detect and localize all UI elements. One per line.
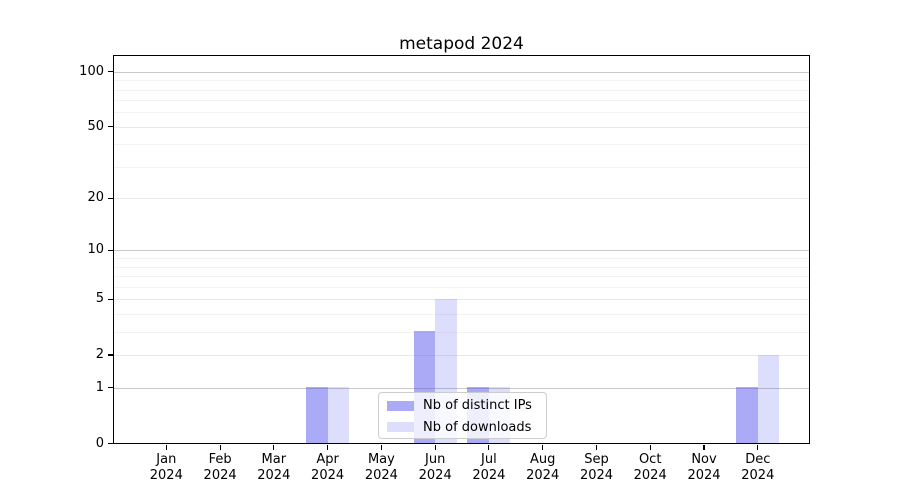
x-tick-year: 2024 bbox=[257, 468, 291, 483]
minor-gridline-6 bbox=[114, 286, 809, 288]
x-tick-month: May bbox=[367, 452, 395, 467]
y-tick-label-1: 1 bbox=[95, 379, 104, 395]
bar-distinct-ips-apr bbox=[306, 387, 328, 443]
x-tick-label-mar: Mar 2024 bbox=[242, 452, 306, 484]
gridline-5 bbox=[114, 299, 809, 301]
x-tick-month: Oct bbox=[638, 452, 662, 467]
y-axis-tick-1 bbox=[107, 387, 113, 389]
x-axis-tick-sep bbox=[595, 444, 598, 450]
minor-gridline-80 bbox=[114, 89, 809, 91]
x-axis-tick-may bbox=[380, 444, 382, 450]
y-tick-label-5: 5 bbox=[95, 291, 104, 307]
x-axis-tick-oct bbox=[649, 444, 651, 450]
gridline-1 bbox=[114, 387, 809, 389]
x-tick-month: Mar bbox=[261, 452, 287, 467]
x-tick-label-may: May 2024 bbox=[349, 452, 413, 484]
minor-gridline-70 bbox=[114, 100, 809, 102]
x-tick-month: Jun bbox=[425, 452, 446, 467]
x-tick-label-jun: Jun 2024 bbox=[403, 452, 467, 484]
y-axis-tick-2 bbox=[107, 354, 113, 356]
chart-title: metapod 2024 bbox=[399, 34, 524, 54]
x-tick-month: Nov bbox=[691, 452, 717, 467]
x-tick-label-jan: Jan 2024 bbox=[134, 452, 198, 484]
x-tick-label-nov: Nov 2024 bbox=[672, 452, 736, 484]
y-axis-tick-20 bbox=[107, 197, 113, 199]
x-axis-tick-dec bbox=[757, 444, 759, 450]
x-tick-year: 2024 bbox=[687, 468, 721, 483]
legend-swatch-icon bbox=[387, 422, 414, 432]
y-axis-tick-0 bbox=[107, 442, 113, 445]
plot-area: Nb of distinct IPs Nb of downloads bbox=[113, 55, 810, 444]
bar-distinct-ips-dec bbox=[736, 387, 758, 443]
minor-gridline-9 bbox=[114, 258, 809, 259]
y-tick-label-20: 20 bbox=[87, 190, 104, 206]
gridline-20 bbox=[114, 198, 809, 200]
y-axis-tick-100 bbox=[107, 71, 113, 73]
x-tick-year: 2024 bbox=[311, 468, 345, 483]
x-tick-label-dec: Dec 2024 bbox=[726, 452, 790, 484]
x-tick-year: 2024 bbox=[579, 468, 614, 483]
x-tick-label-aug: Aug 2024 bbox=[511, 452, 575, 484]
minor-gridline-30 bbox=[114, 166, 809, 168]
gridlines-layer bbox=[114, 56, 809, 443]
y-tick-label-50: 50 bbox=[87, 118, 104, 134]
x-tick-month: Apr bbox=[316, 452, 339, 467]
y-tick-label-2: 2 bbox=[95, 347, 104, 362]
x-tick-month: Dec bbox=[745, 452, 771, 467]
x-tick-year: 2024 bbox=[741, 468, 775, 483]
y-axis-tick-10 bbox=[107, 249, 113, 251]
x-tick-month: Feb bbox=[208, 452, 232, 467]
minor-gridline-3 bbox=[114, 331, 809, 333]
legend-swatch-icon bbox=[387, 400, 414, 411]
x-tick-label-apr: Apr 2024 bbox=[296, 452, 360, 484]
legend-item-distinct-ips: Nb of distinct IPs bbox=[387, 398, 532, 414]
x-axis-tick-feb bbox=[219, 444, 221, 450]
y-tick-label-10: 10 bbox=[87, 242, 104, 258]
x-tick-month: Aug bbox=[529, 452, 556, 467]
x-tick-year: 2024 bbox=[364, 468, 398, 483]
x-axis-tick-aug bbox=[542, 444, 544, 450]
bar-downloads-apr bbox=[327, 387, 350, 443]
x-axis-tick-jan bbox=[165, 444, 167, 450]
minor-gridline-40 bbox=[114, 144, 809, 146]
bar-downloads-dec bbox=[757, 354, 780, 443]
x-axis-tick-mar bbox=[273, 444, 275, 450]
legend-item-downloads: Nb of downloads bbox=[387, 419, 531, 435]
minor-gridline-7 bbox=[114, 276, 809, 277]
x-tick-year: 2024 bbox=[526, 468, 560, 483]
x-tick-year: 2024 bbox=[633, 468, 667, 483]
x-tick-year: 2024 bbox=[418, 468, 452, 483]
legend-label: Nb of downloads bbox=[423, 419, 532, 435]
legend: Nb of distinct IPs Nb of downloads bbox=[378, 391, 547, 439]
minor-gridline-60 bbox=[114, 112, 809, 114]
y-tick-label-100: 100 bbox=[79, 63, 104, 79]
minor-gridline-4 bbox=[114, 313, 809, 315]
gridline-50 bbox=[114, 126, 809, 128]
x-axis-tick-nov bbox=[703, 444, 705, 450]
x-tick-label-feb: Feb 2024 bbox=[188, 452, 252, 484]
y-tick-label-0: 0 bbox=[95, 435, 104, 451]
x-axis-tick-apr bbox=[327, 444, 329, 450]
x-tick-year: 2024 bbox=[203, 468, 237, 483]
x-tick-month: Jul bbox=[481, 452, 497, 467]
minor-gridline-90 bbox=[114, 80, 809, 82]
x-tick-month: Jan bbox=[156, 452, 177, 467]
y-axis-tick-50 bbox=[107, 126, 113, 128]
x-tick-month: Sep bbox=[584, 452, 609, 467]
minor-gridline-8 bbox=[114, 266, 809, 268]
gridline-100 bbox=[114, 71, 809, 73]
y-axis-tick-5 bbox=[107, 298, 113, 300]
x-tick-label-jul: Jul 2024 bbox=[457, 452, 521, 484]
x-axis-tick-jul bbox=[488, 444, 490, 450]
gridline-2 bbox=[114, 355, 809, 356]
gridline-10 bbox=[114, 250, 809, 252]
x-tick-year: 2024 bbox=[472, 468, 506, 483]
x-tick-label-oct: Oct 2024 bbox=[618, 452, 682, 484]
legend-label: Nb of distinct IPs bbox=[423, 398, 532, 413]
x-axis-tick-jun bbox=[434, 444, 436, 450]
x-tick-label-sep: Sep 2024 bbox=[565, 452, 629, 484]
x-tick-year: 2024 bbox=[149, 468, 183, 483]
